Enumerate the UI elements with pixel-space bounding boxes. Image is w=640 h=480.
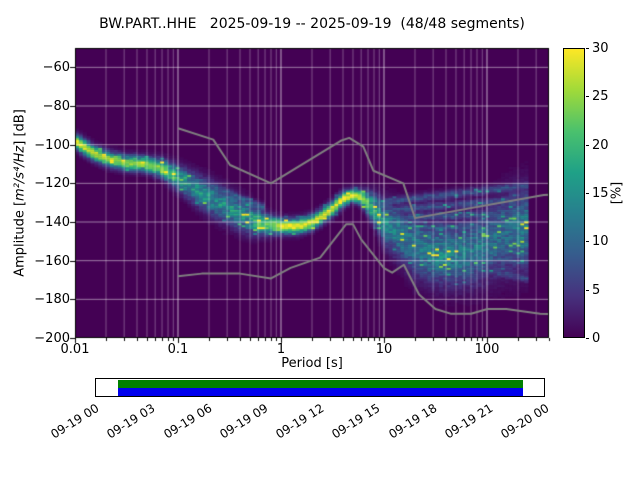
- x-tick-label: 0.01: [60, 342, 90, 357]
- plot-title: BW.PART..HHE 2025-09-19 -- 2025-09-19 (4…: [99, 16, 525, 32]
- colorbar-tick-label: 15: [592, 186, 609, 201]
- colorbar: [563, 48, 585, 338]
- colorbar-tick: [586, 241, 589, 242]
- colorbar-tick: [586, 48, 589, 49]
- y-tick-label: −140: [34, 215, 70, 230]
- y-tick-label: −60: [42, 60, 70, 76]
- colorbar-tick-label: 25: [592, 89, 609, 105]
- colorbar-tick: [586, 96, 589, 97]
- colorbar-tick-label: 20: [592, 137, 609, 153]
- y-axis-label-math: m²/s⁴/Hz: [12, 145, 28, 201]
- colorbar-tick-label: 10: [592, 234, 609, 250]
- coverage-bar-top: [118, 380, 524, 388]
- y-tick-label: −120: [34, 176, 70, 192]
- colorbar-tick: [586, 145, 589, 146]
- colorbar-tick-label: 0: [592, 331, 601, 346]
- x-tick-label: 100: [474, 342, 500, 357]
- coverage-bar-bottom: [118, 388, 524, 396]
- coverage-timeline: [95, 378, 545, 397]
- x-tick-label: 1: [276, 342, 286, 357]
- colorbar-label: [%]: [609, 181, 625, 205]
- y-tick-label: −100: [34, 137, 70, 153]
- y-axis-label: Amplitude [m²/s⁴/Hz] [dB]: [13, 109, 28, 277]
- colorbar-tick: [586, 193, 589, 194]
- x-axis-label: Period [s]: [281, 356, 343, 371]
- colorbar-tick: [586, 338, 589, 339]
- x-tick-label: 0.1: [167, 342, 189, 357]
- colorbar-tick-label: 30: [592, 41, 609, 56]
- y-tick-label: −180: [34, 292, 70, 308]
- colorbar-tick-label: 5: [592, 282, 601, 298]
- y-tick-label: −200: [34, 331, 70, 346]
- colorbar-tick: [586, 290, 589, 291]
- x-tick-label: 10: [375, 342, 393, 357]
- y-tick-label: −160: [34, 253, 70, 269]
- y-tick-label: −80: [42, 99, 70, 114]
